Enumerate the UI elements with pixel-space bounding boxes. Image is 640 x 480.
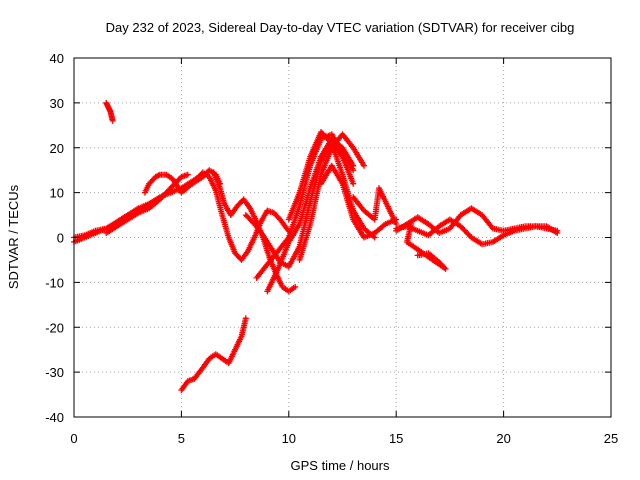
series-cross-c (264, 135, 357, 295)
y-tick-label: -20 (45, 320, 64, 335)
x-axis-label: GPS time / hours (291, 458, 390, 473)
x-tick-label: 20 (496, 431, 510, 446)
series-marker-path (403, 221, 449, 272)
y-tick-label: 0 (57, 231, 64, 246)
series-isolated-points (403, 221, 449, 272)
series-marker-path (350, 185, 400, 227)
series-marker-path (103, 99, 116, 124)
y-tick-label: 40 (50, 51, 64, 66)
x-tick-label: 0 (70, 431, 77, 446)
series-marker-path (393, 216, 561, 248)
y-tick-label: -40 (45, 410, 64, 425)
y-tick-label: 10 (50, 186, 64, 201)
x-tick-label: 15 (389, 431, 403, 446)
y-tick-label: 20 (50, 141, 64, 156)
series-marker-path (103, 171, 191, 236)
series-descent-dip (178, 315, 249, 394)
series-marker-path (264, 135, 357, 295)
x-tick-label: 10 (282, 431, 296, 446)
y-tick-label: -10 (45, 275, 64, 290)
series-trace-d-early (141, 171, 185, 196)
series-trace-c-early (103, 171, 191, 236)
series-short-burst (103, 99, 116, 124)
axis-ticks: 0 5 10 15 20 25 -40 -30 -20 -10 0 10 20 30 40 (45, 51, 618, 446)
series-cross-f (318, 162, 400, 241)
chart-title: Day 232 of 2023, Sidereal Day-to-day VTE… (106, 20, 575, 35)
series-dip-min-5 (189, 169, 297, 263)
data-points (71, 99, 561, 394)
series-marker-path (318, 162, 400, 241)
series-marker-path (189, 169, 297, 263)
series-marker-path (141, 171, 185, 196)
x-tick-label: 25 (604, 431, 618, 446)
series-cluster-13-15 (350, 185, 400, 227)
series-after-15-b (393, 216, 561, 248)
y-axis-label: SDTVAR / TECUs (6, 184, 21, 289)
series-marker-path (178, 315, 249, 394)
x-tick-label: 5 (178, 431, 185, 446)
y-tick-label: -30 (45, 365, 64, 380)
y-tick-label: 30 (50, 96, 64, 111)
